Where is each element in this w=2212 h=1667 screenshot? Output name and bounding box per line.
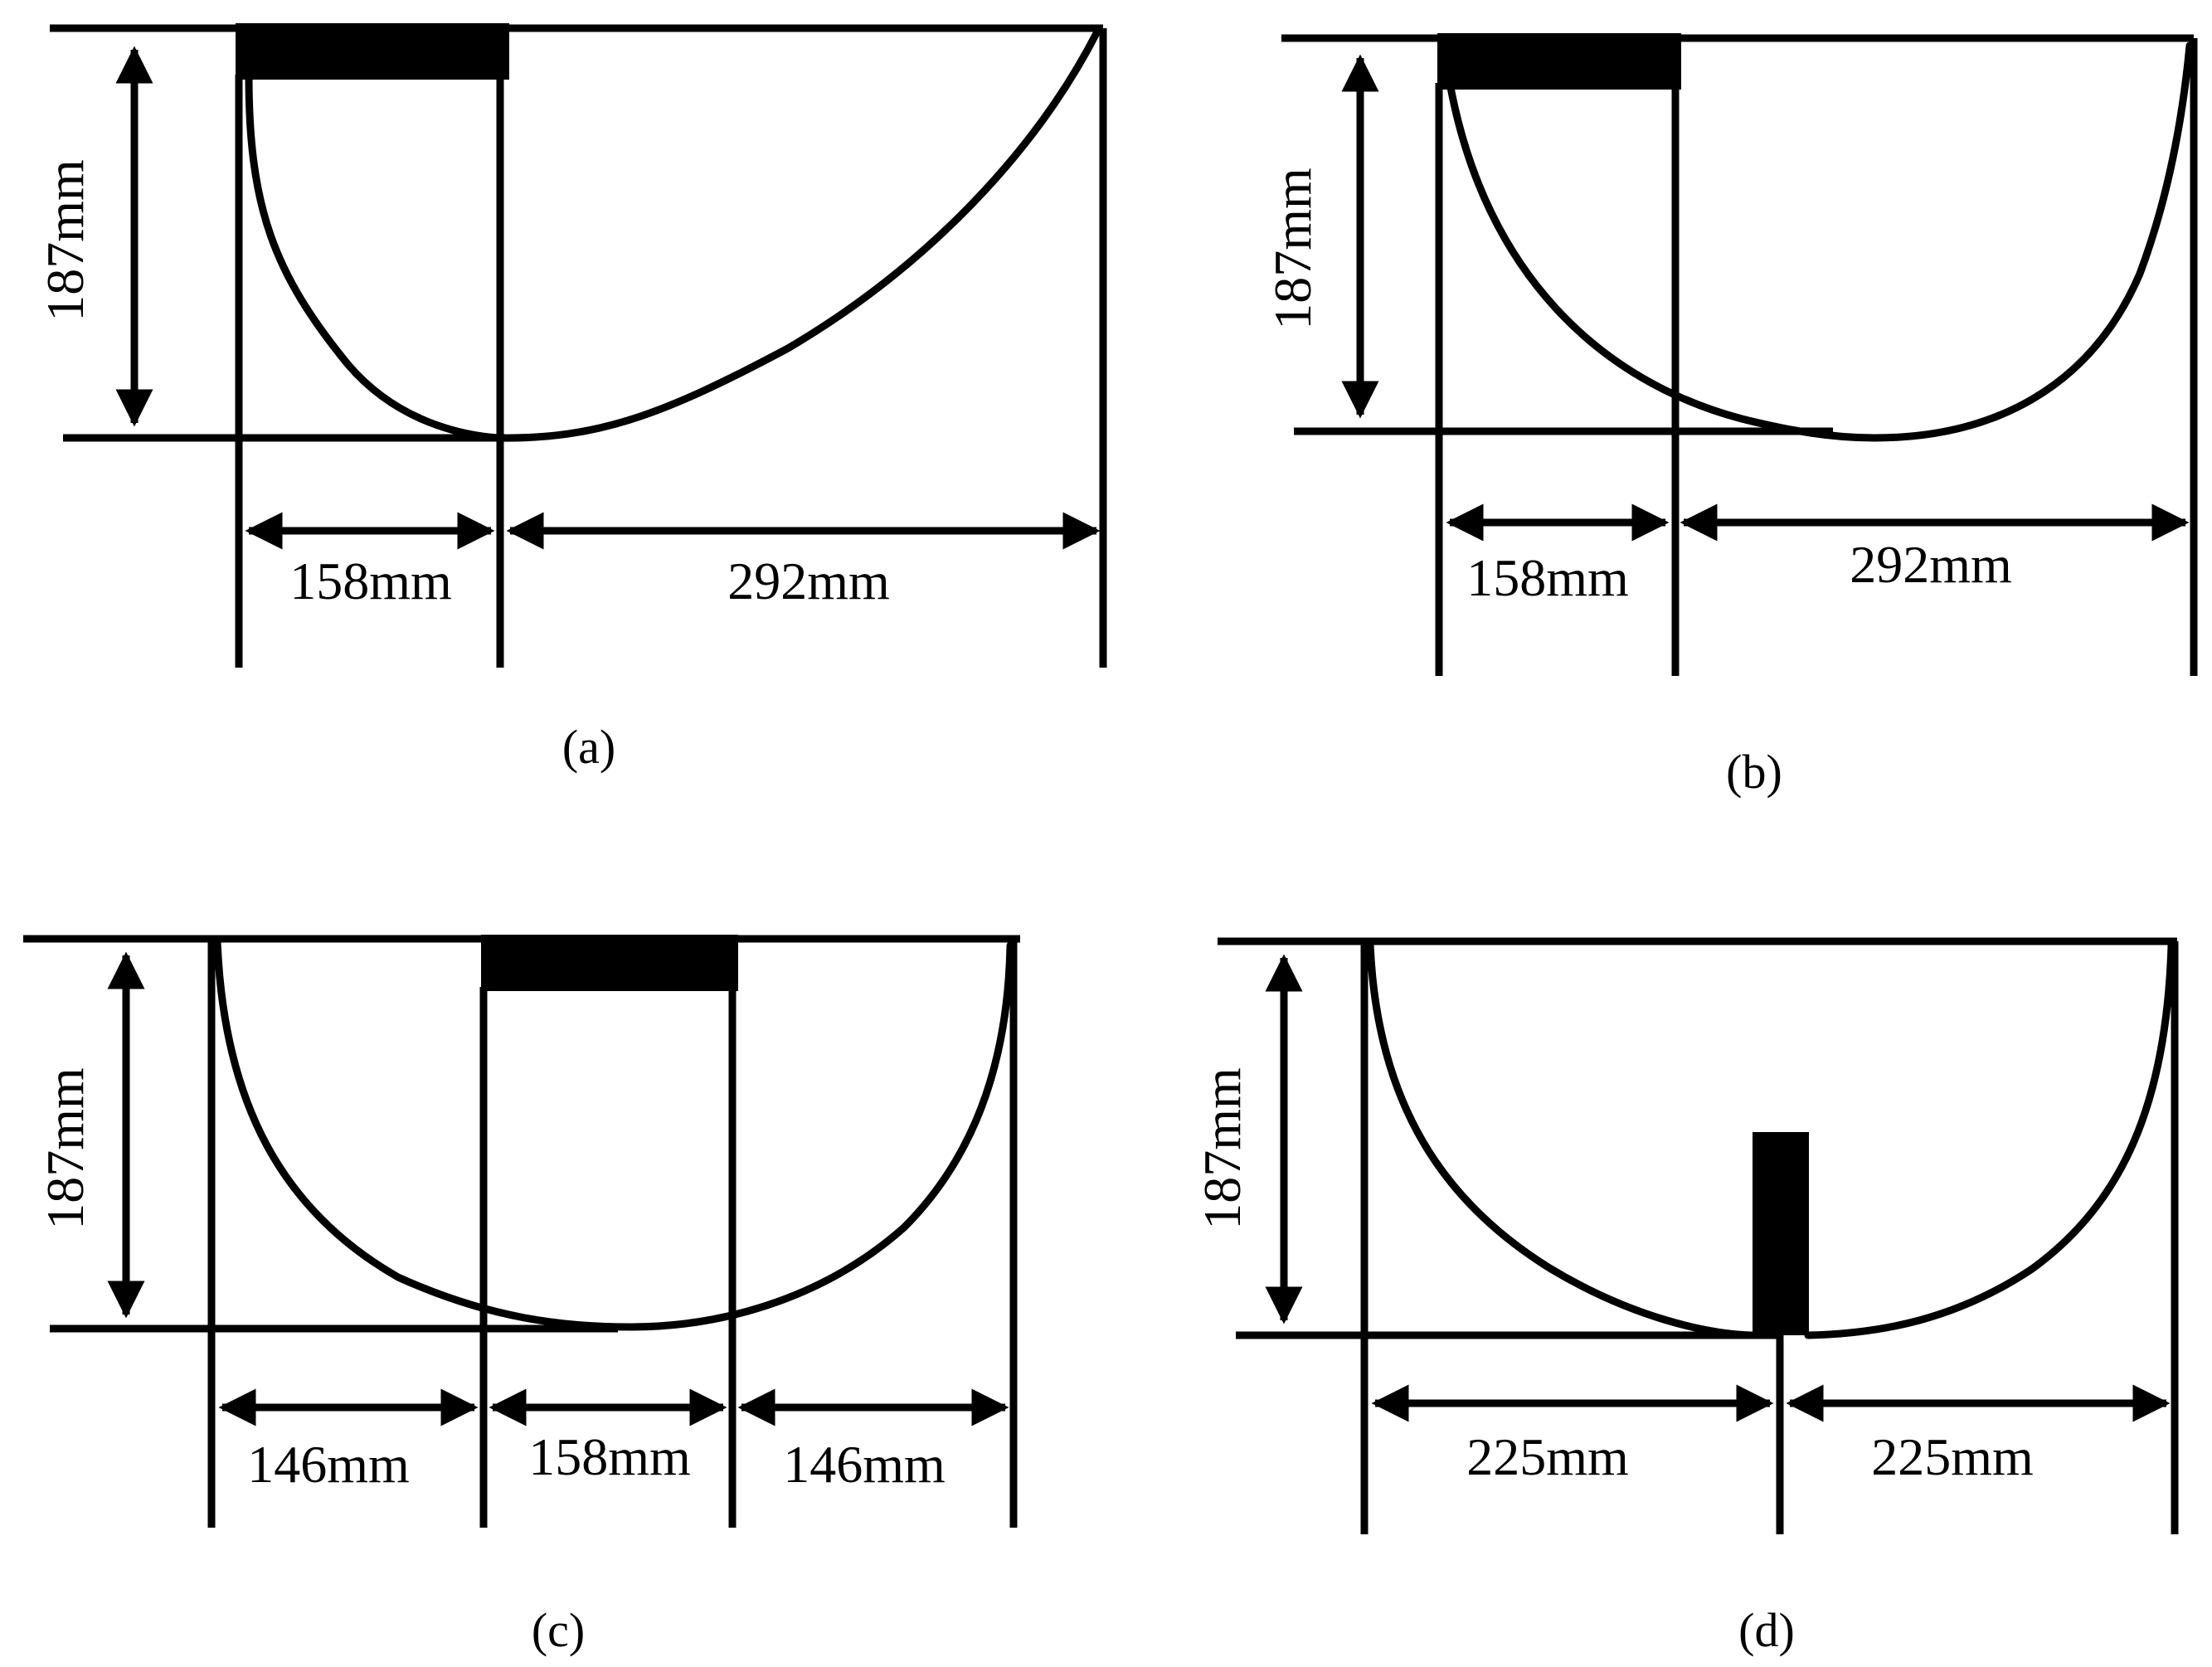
panel-c-width-label-3: 146mm	[783, 1435, 946, 1494]
panel-d-width-label-1: 225mm	[1466, 1427, 1629, 1486]
panel-a-width-label-1: 158mm	[289, 552, 452, 610]
panel-d-width-label-2: 225mm	[1871, 1427, 2034, 1486]
panel-c-top-block	[481, 935, 738, 991]
panel-a: 187mm 158mm 292mm (a)	[36, 23, 1107, 774]
panel-b-top-block	[1437, 33, 1681, 90]
panel-d: 187mm 225mm 225mm (d)	[1193, 937, 2179, 1657]
panel-c: 187mm 146mm 158mm 146mm (c)	[23, 935, 1020, 1657]
panel-c-width-label-1: 146mm	[247, 1435, 410, 1494]
panel-b: 187mm 158mm 292mm (b)	[1263, 33, 2198, 799]
panel-b-width-label-1: 158mm	[1466, 548, 1629, 607]
panel-b-caption: (b)	[1726, 745, 1782, 799]
panel-c-height-label: 187mm	[36, 1067, 95, 1230]
panel-a-caption: (a)	[562, 720, 615, 774]
panel-d-height-label: 187mm	[1193, 1067, 1252, 1230]
panel-b-width-label-2: 292mm	[1850, 535, 2012, 594]
panel-a-curve	[245, 29, 1101, 442]
panel-c-curve	[213, 937, 1014, 1331]
panel-d-center-block	[1753, 1132, 1809, 1335]
panel-a-width-label-2: 292mm	[727, 552, 890, 610]
panel-b-height-label: 187mm	[1263, 168, 1322, 330]
panel-c-caption: (c)	[532, 1603, 585, 1657]
panel-a-top-block	[236, 23, 509, 80]
panel-c-width-label-2: 158mm	[528, 1427, 691, 1486]
panel-d-curve	[1366, 940, 2176, 1339]
panel-d-caption: (d)	[1738, 1603, 1795, 1657]
panel-a-height-label: 187mm	[36, 159, 95, 322]
panel-b-curve	[1446, 41, 2194, 442]
